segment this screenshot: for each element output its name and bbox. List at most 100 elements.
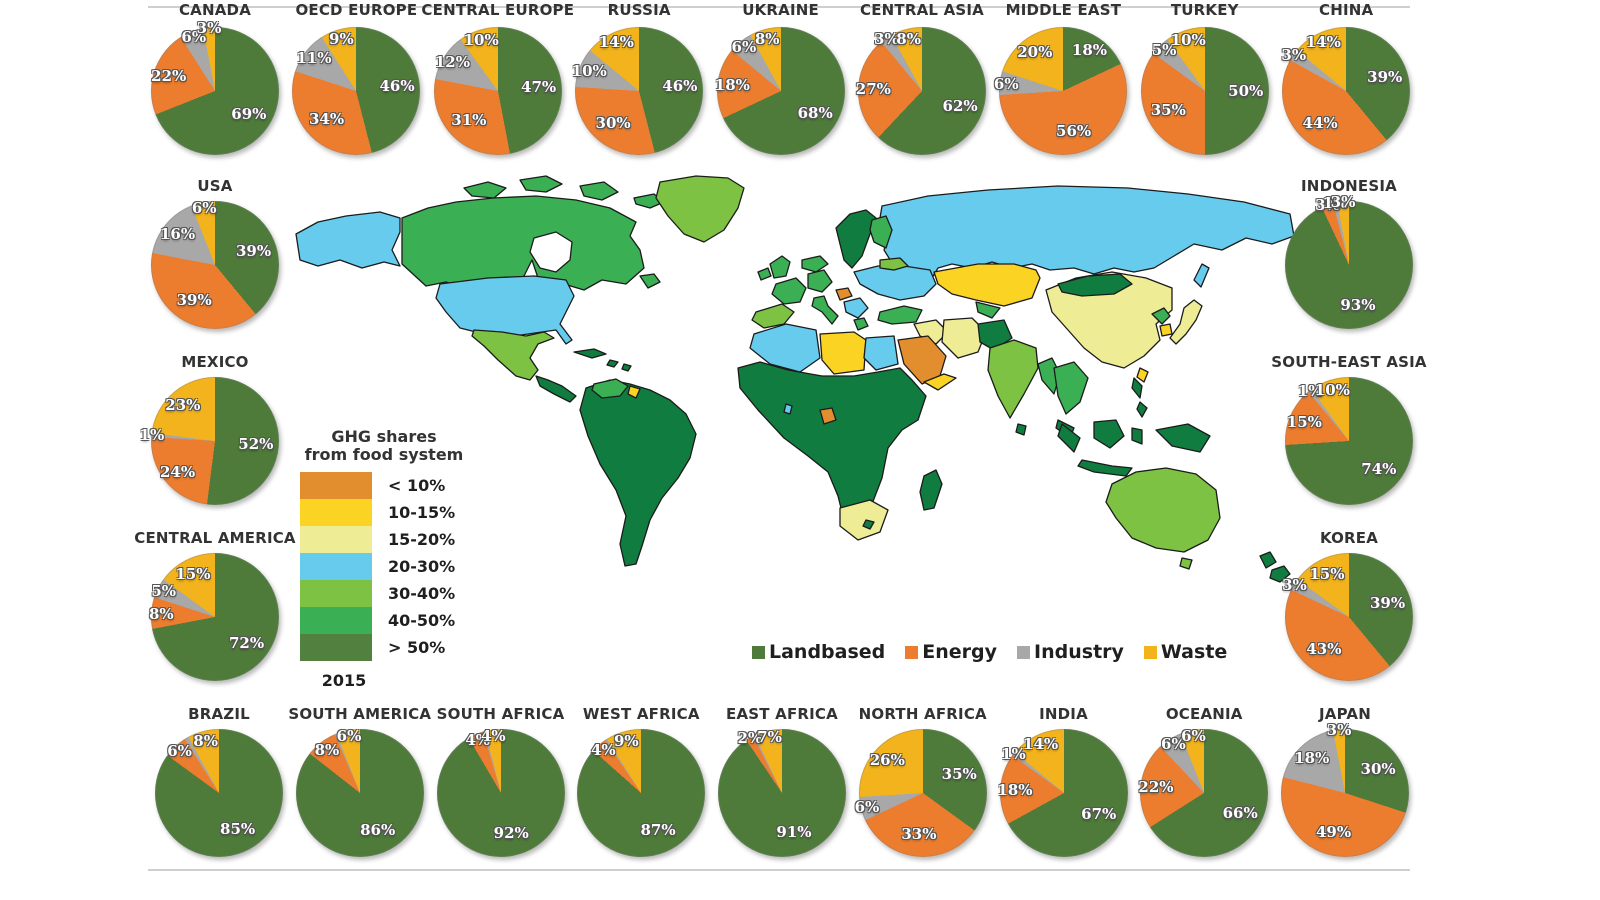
- map-egypt: [863, 335, 899, 371]
- pie-label-south-africa-waste: 4%: [480, 726, 506, 745]
- pie-label-mexico-waste: 23%: [165, 395, 201, 414]
- map-scandinavia: [835, 209, 877, 269]
- pie-label-south-america-landbased: 86%: [360, 820, 396, 839]
- pie-label-north-africa-waste: 26%: [869, 750, 905, 769]
- map-legend-row: > 50%: [300, 634, 530, 661]
- map-east-europe: [853, 265, 937, 301]
- pie-title-usa: USA: [197, 177, 233, 195]
- map-uk: [769, 255, 791, 279]
- pie-label-indonesia-landbased: 93%: [1340, 295, 1376, 314]
- series-legend-item-landbased: Landbased: [752, 641, 885, 663]
- pie-east-africa: [718, 729, 846, 857]
- pie-label-central-europe-industry: 12%: [434, 53, 470, 72]
- pie-label-central-asia-energy: 27%: [855, 80, 891, 99]
- pie-label-middle-east-waste: 20%: [1017, 42, 1053, 61]
- map-greece: [853, 317, 869, 331]
- map-new-zealand: [1259, 551, 1291, 583]
- pie-label-middle-east-industry: 6%: [993, 74, 1019, 93]
- pie-title-turkey: TURKEY: [1170, 1, 1239, 19]
- pie-label-usa-landbased: 39%: [235, 242, 272, 261]
- map-legend-swatch: [300, 553, 372, 580]
- pie-turkey: [1140, 27, 1269, 155]
- series-swatch-icon: [1143, 645, 1157, 659]
- map-madagascar: [919, 469, 943, 511]
- pie-label-middle-east-landbased: 18%: [1071, 40, 1108, 59]
- pie-label-turkey-energy: 35%: [1150, 100, 1186, 119]
- pie-title-east-africa: EAST AFRICA: [726, 705, 838, 723]
- pie-title-indonesia: INDONESIA: [1301, 177, 1397, 195]
- map-iceland: [801, 255, 829, 273]
- map-hungary: [835, 287, 853, 301]
- pie-china: [1282, 27, 1411, 155]
- pie-label-oecd-europe-landbased: 46%: [379, 76, 415, 95]
- pie-label-mexico-industry: 1%: [139, 426, 165, 445]
- pie-label-south-east-asia-industry: 1%: [1297, 381, 1323, 400]
- pie-label-india-waste: 14%: [1023, 735, 1059, 754]
- pie-label-korea-energy: 43%: [1306, 640, 1342, 659]
- pie-title-oecd-europe: OECD EUROPE: [295, 1, 418, 19]
- pie-label-south-east-asia-energy: 15%: [1286, 412, 1322, 431]
- map-lesotho: [862, 519, 875, 530]
- pie-title-china: CHINA: [1319, 1, 1374, 19]
- map-greenland: [655, 175, 745, 243]
- pie-label-central-america-energy: 8%: [148, 604, 174, 623]
- map-legend-swatch: [300, 472, 372, 499]
- pie-label-oceania-industry: 6%: [1161, 735, 1186, 754]
- map-finland: [869, 215, 893, 249]
- pie-label-russia-waste: 14%: [598, 33, 634, 52]
- pie-label-north-africa-industry: 6%: [854, 798, 880, 817]
- map-legend-row: 20-30%: [300, 553, 530, 580]
- pie-label-turkey-industry: 5%: [1151, 41, 1177, 60]
- map-belarus: [879, 257, 909, 271]
- pie-ukraine: [716, 27, 845, 155]
- map-south-africa: [839, 499, 889, 541]
- map-legend-title-line1: GHG shares: [331, 427, 437, 446]
- pie-label-china-waste: 14%: [1305, 33, 1341, 52]
- map-legend-swatch: [300, 607, 372, 634]
- map-legend-swatch: [300, 526, 372, 553]
- year-label: 2015: [321, 671, 367, 690]
- map-legend-row: 10-15%: [300, 499, 530, 526]
- pie-label-indonesia-waste: 3%: [1330, 192, 1356, 211]
- pie-label-oceania-energy: 22%: [1138, 777, 1174, 796]
- pie-label-usa-waste: 6%: [191, 199, 217, 218]
- pie-label-india-landbased: 67%: [1081, 804, 1117, 823]
- map-legend-title: GHG shares from food system: [300, 428, 468, 464]
- pie-indonesia: [1285, 201, 1413, 329]
- pie-label-north-africa-energy: 33%: [901, 824, 937, 843]
- map-balkans: [843, 297, 869, 319]
- map-indochina: [1053, 361, 1089, 415]
- map-legend-rows: < 10% 10-15% 15-20% 20-30% 30-40% 40-50% > 50%: [300, 472, 530, 661]
- pie-label-oecd-europe-energy: 34%: [308, 110, 345, 129]
- map-usa: [435, 275, 575, 345]
- map-alaska: [295, 211, 401, 269]
- map-legend-class-label: 20-30%: [388, 557, 456, 576]
- series-legend-label: Industry: [1034, 641, 1124, 663]
- pie-label-central-europe-energy: 31%: [451, 110, 487, 129]
- top-border-line: [148, 6, 1410, 8]
- series-legend-item-energy: Energy: [905, 641, 997, 663]
- pie-title-middle-east: MIDDLE EAST: [1005, 1, 1122, 19]
- pie-title-canada: CANADA: [178, 1, 252, 19]
- pie-label-japan-energy: 49%: [1315, 823, 1352, 842]
- pie-label-canada-landbased: 69%: [231, 105, 267, 124]
- pie-label-south-america-waste: 6%: [336, 727, 362, 746]
- pie-label-south-east-asia-landbased: 74%: [1361, 460, 1397, 479]
- pie-canada: [151, 27, 279, 155]
- map-indonesia: [1057, 419, 1211, 477]
- map-uzbekistan: [975, 301, 1001, 319]
- map-togo: [783, 403, 793, 415]
- pie-title-india: INDIA: [1039, 705, 1088, 723]
- pie-label-mexico-energy: 24%: [159, 463, 196, 481]
- map-mexico: [471, 329, 555, 381]
- pie-label-russia-energy: 30%: [595, 113, 631, 132]
- series-legend-label: Waste: [1160, 641, 1228, 663]
- map-legend-class-label: 10-15%: [388, 503, 456, 522]
- pie-central-asia: [858, 27, 986, 155]
- pie-label-east-africa-landbased: 91%: [776, 823, 812, 842]
- map-north-korea: [1151, 307, 1171, 325]
- pie-label-oceania-landbased: 66%: [1222, 803, 1258, 822]
- pie-label-brazil-waste: 8%: [193, 731, 218, 750]
- series-legend-label: Energy: [922, 641, 998, 663]
- pie-label-ukraine-industry: 6%: [731, 37, 757, 56]
